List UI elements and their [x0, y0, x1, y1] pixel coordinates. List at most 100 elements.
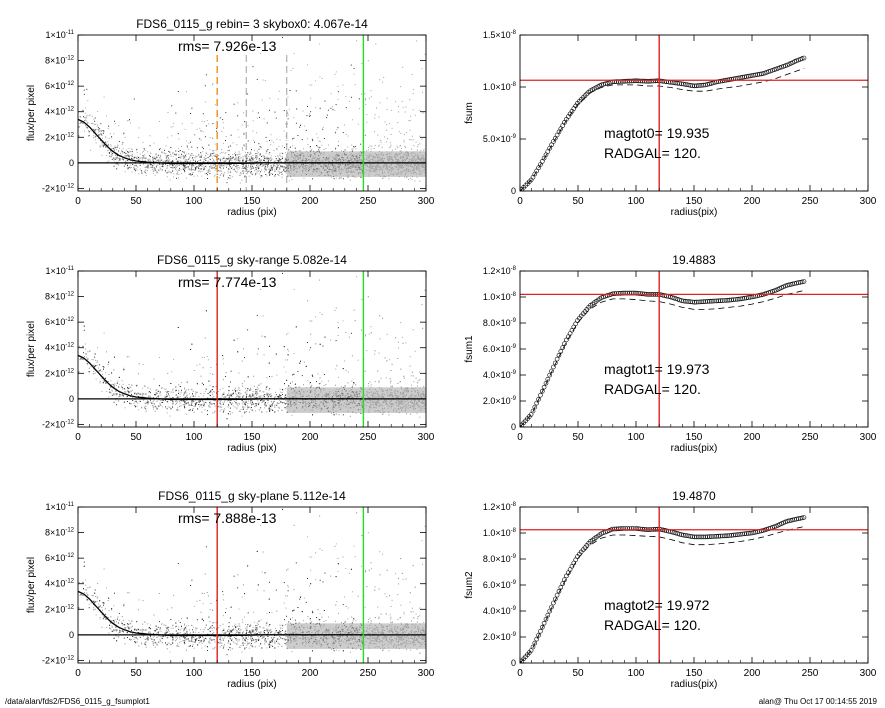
scatter-point	[353, 146, 355, 148]
scatter-point	[201, 154, 203, 156]
scatter-point	[335, 177, 337, 179]
scatter-point	[347, 176, 349, 178]
scatter-point	[144, 171, 146, 173]
scatter-point	[159, 148, 161, 150]
scatter-point	[335, 132, 337, 134]
scatter-point	[207, 160, 209, 162]
scatter-point	[256, 394, 257, 396]
scatter-point	[370, 150, 372, 152]
scatter-point	[422, 112, 424, 114]
scatter-point	[139, 161, 141, 163]
scatter-point	[165, 154, 167, 156]
scatter-point	[241, 164, 243, 165]
scatter-point	[152, 408, 154, 410]
scatter-point	[342, 178, 344, 180]
scatter-point	[288, 108, 290, 110]
scatter-point	[117, 155, 119, 156]
scatter-point	[250, 156, 252, 158]
scatter-point	[191, 153, 193, 154]
scatter-point	[312, 140, 314, 142]
scatter-point	[269, 174, 271, 176]
scatter-point	[201, 168, 203, 170]
scatter-point	[241, 124, 243, 126]
scatter-point	[205, 125, 207, 127]
scatter-point	[253, 167, 255, 169]
scatter-point	[235, 166, 237, 168]
scatter-point	[266, 166, 268, 168]
scatter-point	[155, 166, 157, 168]
scatter-point	[152, 164, 154, 166]
scatter-point	[202, 159, 204, 161]
scatter-point	[91, 115, 93, 117]
scatter-point	[250, 171, 252, 173]
scatter-point	[171, 135, 173, 137]
scatter-point	[158, 161, 160, 163]
scatter-point	[88, 131, 90, 133]
scatter-point	[271, 169, 273, 171]
scatter-point	[294, 147, 296, 149]
scatter-point	[183, 170, 185, 171]
scatter-point	[227, 163, 229, 165]
scatter-point	[252, 110, 254, 112]
scatter-point	[389, 142, 391, 144]
scatter-point	[216, 127, 218, 129]
scatter-point	[189, 157, 190, 159]
scatter-point	[380, 377, 382, 379]
scatter-point	[351, 148, 353, 150]
scatter-point	[134, 169, 136, 171]
scatter-point	[83, 352, 84, 354]
scatter-point	[249, 170, 251, 172]
scatter-point	[134, 165, 136, 167]
scatter-point	[79, 116, 81, 118]
scatter-point	[263, 118, 265, 120]
scatter-point	[94, 124, 96, 125]
scatter-point	[327, 109, 329, 111]
scatter-point	[195, 166, 197, 168]
scatter-point	[146, 164, 148, 166]
scatter-point	[103, 379, 105, 381]
scatter-point	[99, 146, 101, 148]
scatter-point	[238, 156, 239, 158]
scatter-point	[260, 159, 262, 161]
scatter-point	[385, 141, 387, 143]
scatter-point	[242, 165, 244, 167]
scatter-point	[152, 157, 154, 159]
scatter-point	[118, 157, 119, 159]
scatter-point	[360, 176, 362, 178]
scatter-point	[119, 156, 121, 158]
scatter-point	[132, 158, 134, 160]
scatter-point	[255, 161, 257, 163]
scatter-point	[305, 129, 307, 131]
scatter-point	[242, 403, 244, 405]
scatter-point	[184, 128, 186, 130]
scatter-point	[229, 166, 231, 168]
scatter-point	[334, 73, 336, 75]
scatter-point	[321, 78, 323, 79]
scatter-point	[204, 136, 206, 138]
scatter-point	[83, 116, 85, 118]
scatter-point	[219, 160, 221, 162]
scatter-point	[202, 151, 204, 153]
scatter-point	[251, 149, 252, 151]
scatter-point	[221, 406, 223, 408]
scatter-point	[271, 139, 273, 141]
scatter-point	[258, 143, 260, 145]
scatter-point	[213, 160, 215, 162]
scatter-point	[242, 170, 244, 172]
scatter-point	[225, 112, 227, 114]
scatter-point	[118, 125, 120, 127]
scatter-point	[194, 405, 196, 407]
scatter-point	[185, 166, 187, 168]
scatter-point	[249, 158, 251, 160]
scatter-point	[169, 415, 171, 417]
scatter-point	[142, 159, 144, 161]
scatter-point	[337, 99, 339, 100]
scatter-point	[283, 166, 285, 167]
scatter-point	[414, 114, 416, 116]
scatter-point	[91, 123, 93, 124]
scatter-point	[347, 146, 349, 148]
scatter-point	[257, 151, 259, 153]
scatter-point	[409, 120, 411, 122]
scatter-point	[255, 155, 257, 157]
scatter-point	[213, 175, 215, 177]
